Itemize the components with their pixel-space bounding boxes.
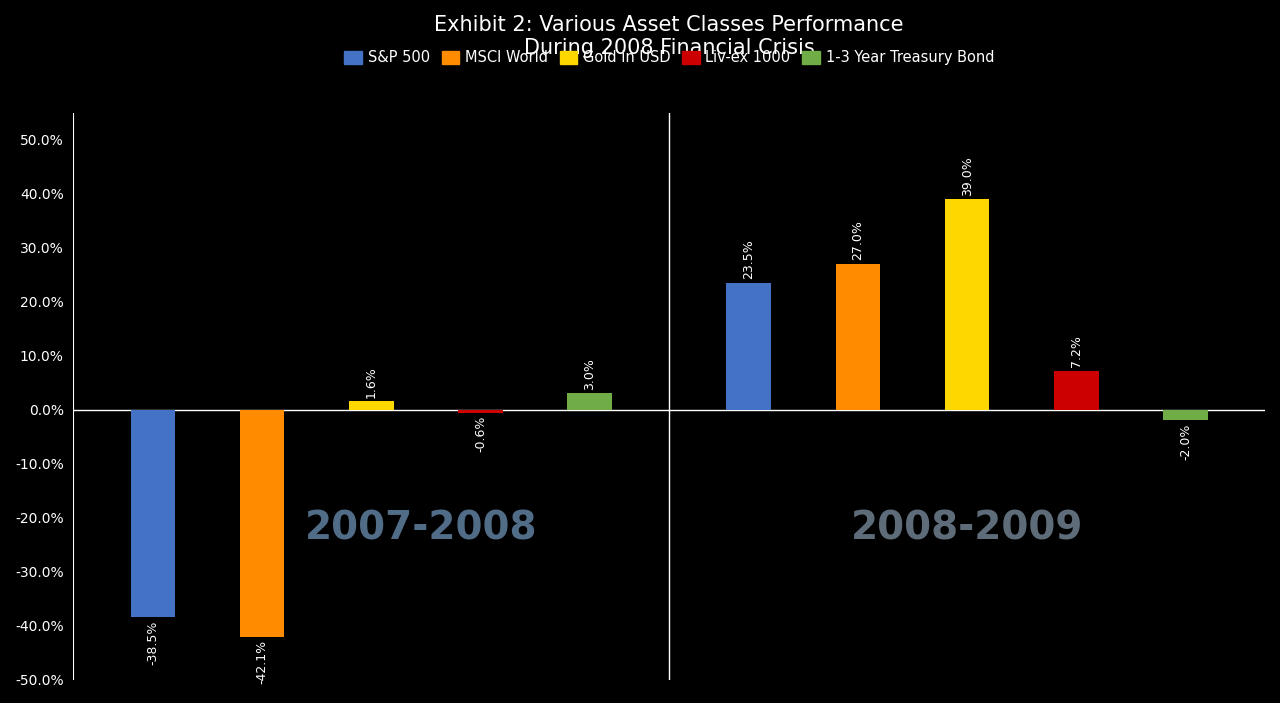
Bar <box>1164 410 1208 420</box>
Bar <box>239 410 284 637</box>
Text: 23.5%: 23.5% <box>742 240 755 279</box>
Bar <box>349 401 394 410</box>
Text: 2007-2008: 2007-2008 <box>305 509 538 548</box>
Bar <box>567 393 612 410</box>
Bar <box>458 410 503 413</box>
Title: Exhibit 2: Various Asset Classes Performance
During 2008 Financial Crisis: Exhibit 2: Various Asset Classes Perform… <box>434 15 904 58</box>
Bar <box>131 410 175 617</box>
Bar <box>836 264 881 410</box>
Text: -42.1%: -42.1% <box>256 640 269 684</box>
Bar <box>945 199 989 410</box>
Text: 27.0%: 27.0% <box>851 221 864 261</box>
Text: 7.2%: 7.2% <box>1070 335 1083 368</box>
Bar <box>1053 370 1098 410</box>
Text: -38.5%: -38.5% <box>146 621 160 665</box>
Text: -2.0%: -2.0% <box>1179 423 1192 460</box>
Text: 3.0%: 3.0% <box>584 359 596 390</box>
Text: -0.6%: -0.6% <box>474 416 488 452</box>
Text: 1.6%: 1.6% <box>365 366 378 398</box>
Bar <box>726 283 771 410</box>
Text: 2008-2009: 2008-2009 <box>851 509 1083 548</box>
Legend: S&P 500, MSCI World, Gold in USD, Liv-ex 1000, 1-3 Year Treasury Bond: S&P 500, MSCI World, Gold in USD, Liv-ex… <box>340 46 998 70</box>
Text: 39.0%: 39.0% <box>960 156 974 195</box>
